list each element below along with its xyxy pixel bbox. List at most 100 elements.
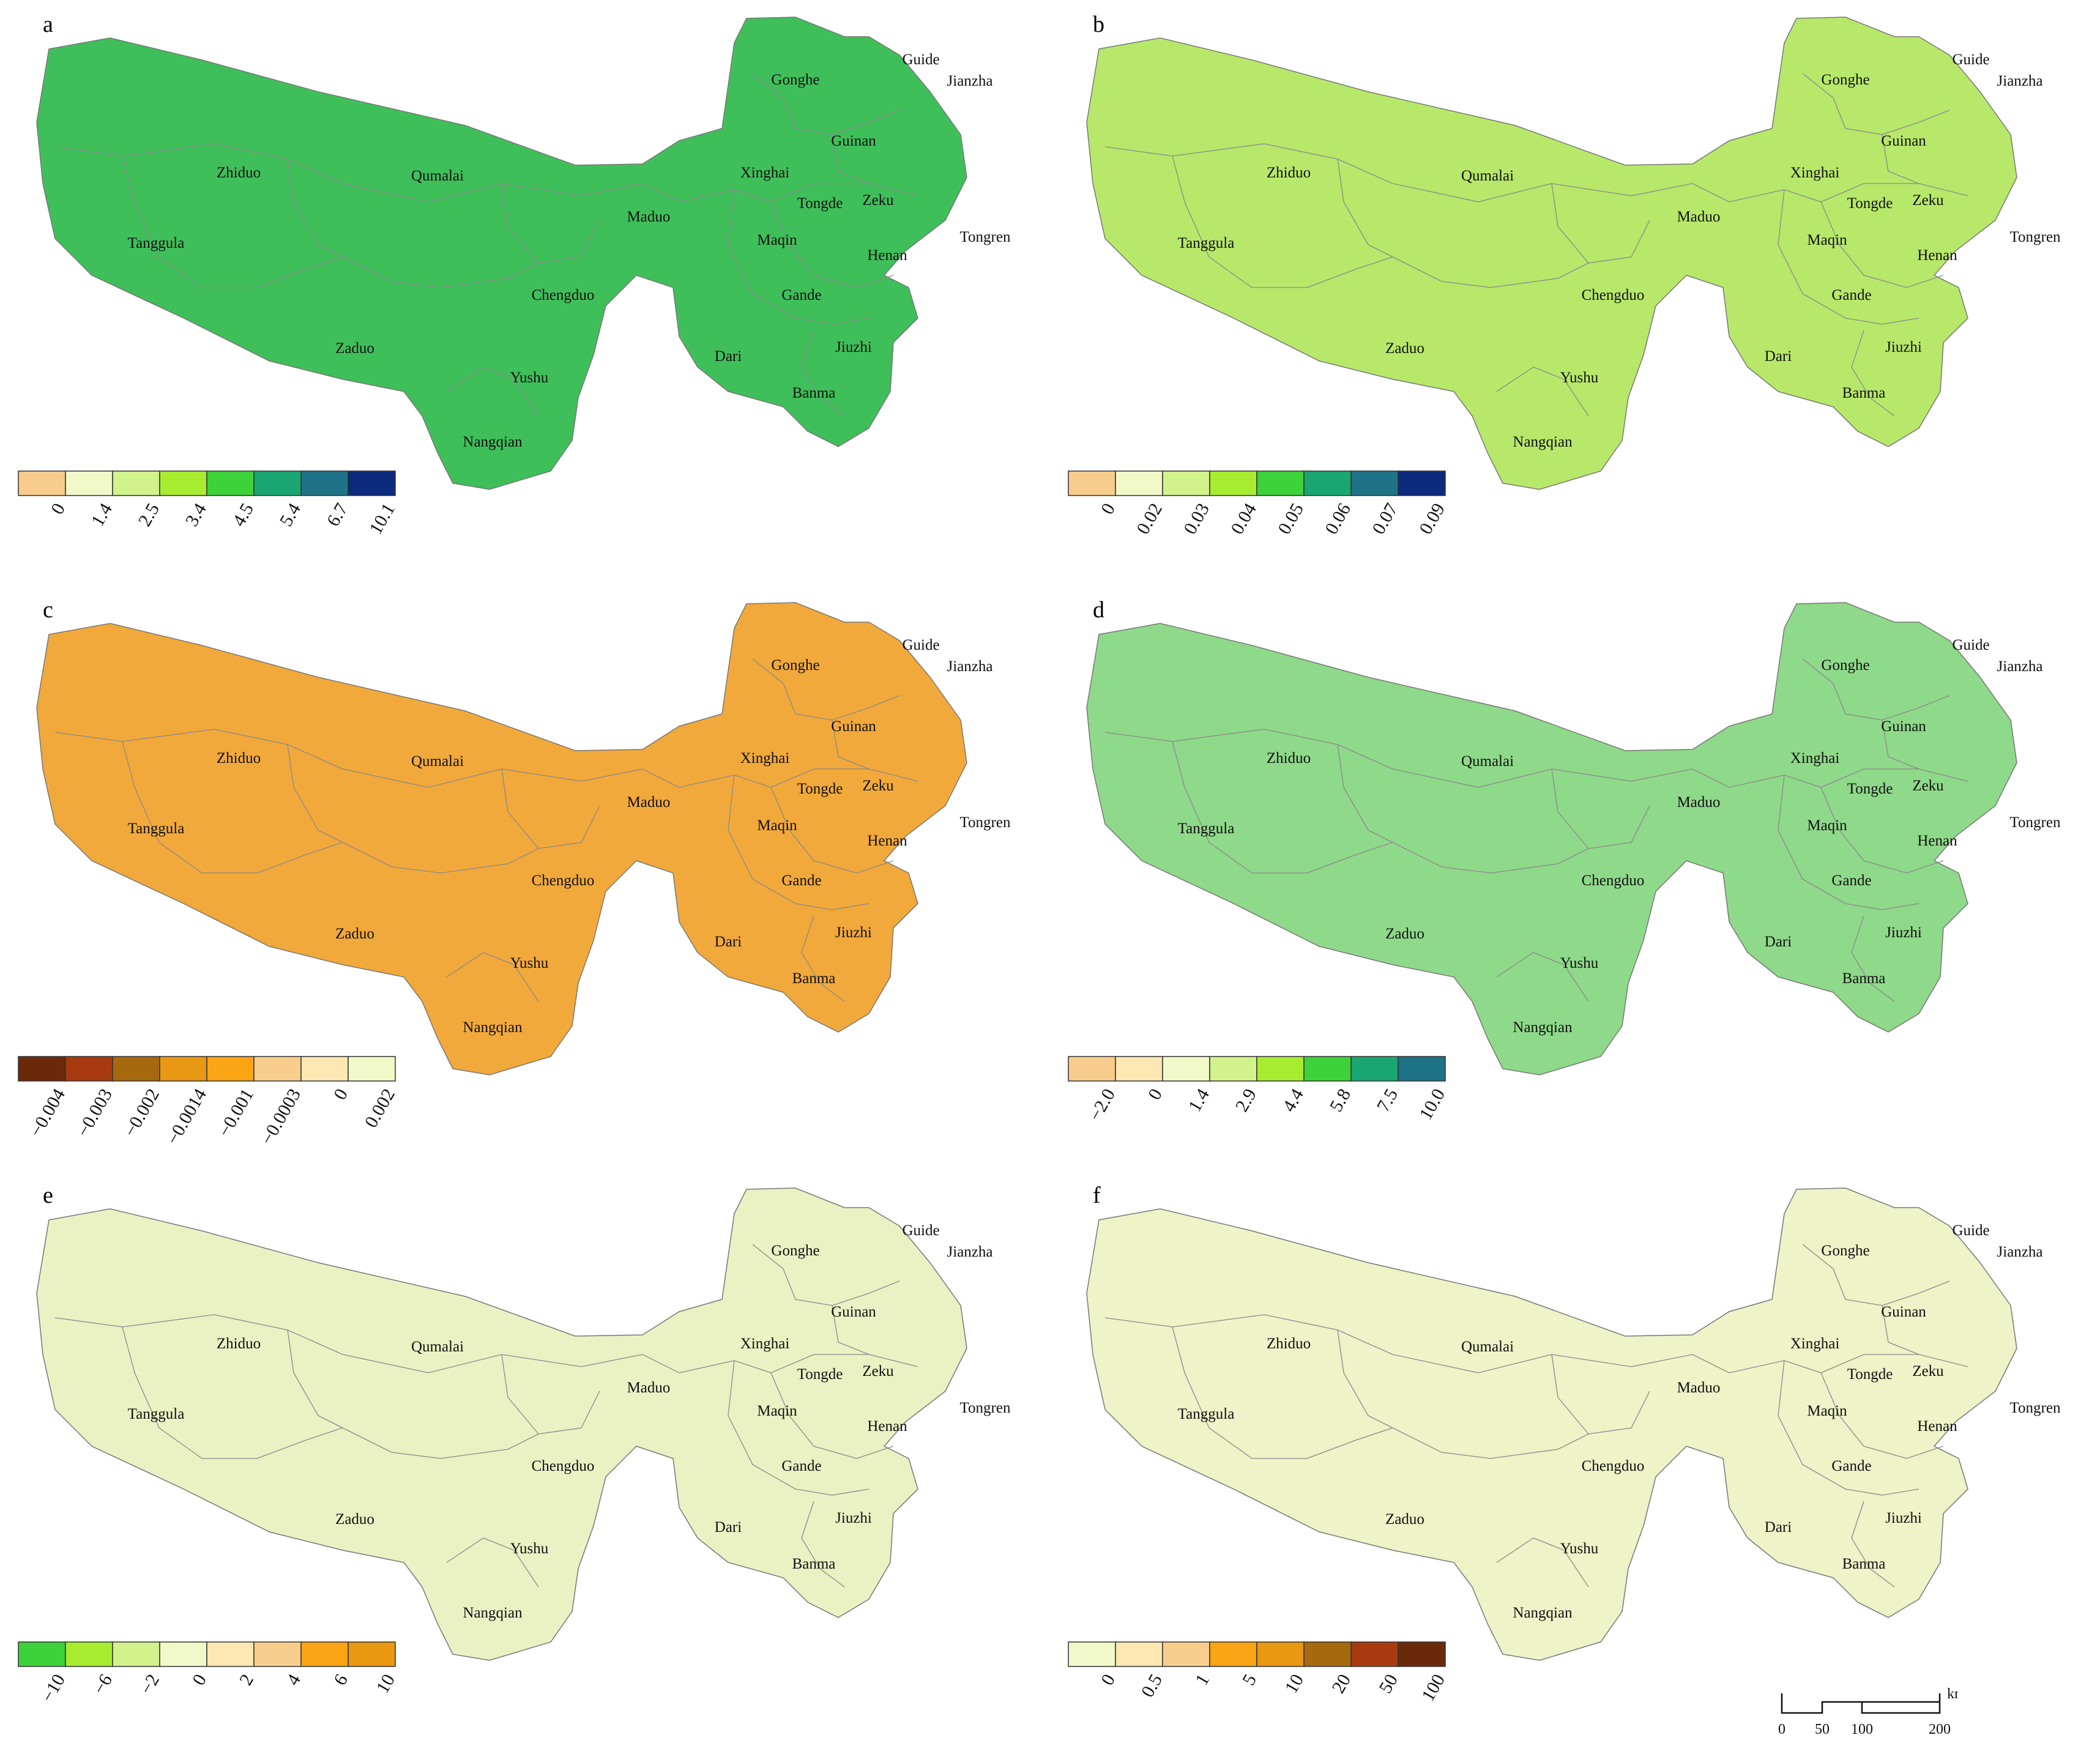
legend-tick-label: 50	[1375, 1671, 1402, 1696]
scale-tick-50: 50	[1815, 1722, 1830, 1737]
legend-tick-label: 0	[1144, 1085, 1166, 1103]
place-label: Xinghai	[1790, 1335, 1840, 1352]
legend-swatch	[300, 1641, 349, 1667]
place-label: Banma	[792, 385, 836, 401]
map-region	[36, 17, 967, 490]
place-label: Jianzha	[1997, 1244, 2043, 1260]
legend: −2.0 0 1.4 2.9 4.4 5.8 7.5 10.0	[1068, 1056, 1449, 1124]
place-label: Banma	[1842, 970, 1886, 987]
place-label: Gonghe	[771, 657, 819, 674]
legend-tick-label: −2	[136, 1671, 164, 1698]
scale-bar: 0 50 100 200 km	[1750, 1676, 1966, 1750]
place-label: Dari	[715, 348, 742, 365]
place-label: Chengduo	[532, 287, 595, 303]
place-label: Jianzha	[1997, 658, 2043, 675]
place-label: Guinan	[1881, 1304, 1926, 1320]
place-label: Maduo	[627, 209, 671, 225]
panel-svg: a Guide Jianzha Gonghe Guinan Xinghai Tongde Z…	[18, 12, 1011, 538]
legend-swatch	[206, 1641, 255, 1667]
place-label: Yushu	[1560, 955, 1599, 971]
legend-tick-label: 2	[236, 1671, 258, 1688]
legend-tick-label: −0.002	[120, 1085, 163, 1140]
place-label: Jiuzhi	[1885, 924, 1922, 941]
place-label: Zhiduo	[1267, 165, 1311, 181]
place-label: Tanggula	[128, 820, 185, 837]
place-label: Chengduo	[532, 1458, 595, 1474]
place-label: Guinan	[831, 1304, 876, 1320]
scale-tick-100: 100	[1851, 1722, 1873, 1737]
place-label: Guinan	[831, 133, 876, 149]
place-label: Zeku	[1912, 1363, 1944, 1380]
legend-swatch	[65, 1641, 113, 1667]
place-label: Henan	[867, 833, 907, 849]
legend-tick-label: 5.4	[276, 500, 305, 530]
county-boundaries	[1104, 658, 1968, 1002]
legend-tick-label: −0.001	[214, 1085, 258, 1140]
place-label: Zaduo	[1385, 1511, 1424, 1528]
legend-swatch	[1162, 1641, 1210, 1667]
place-label: Jianzha	[947, 658, 993, 675]
place-label: Zaduo	[1385, 926, 1424, 942]
legend-tick-label: 10.1	[365, 500, 399, 538]
place-label: Zhiduo	[1267, 1335, 1311, 1352]
county-boundaries	[54, 1244, 918, 1588]
place-label: Maqin	[1807, 817, 1847, 834]
legend-tick-label: 5	[1238, 1671, 1260, 1688]
legend-swatch	[206, 470, 255, 496]
legend-swatch	[1209, 1056, 1257, 1082]
legend-swatch	[1350, 1641, 1399, 1667]
place-label: Maqin	[757, 1403, 797, 1419]
place-label: Gonghe	[771, 72, 819, 88]
legend-swatch	[1256, 1056, 1305, 1082]
legend-swatch	[300, 470, 349, 496]
panel-svg: b Guide Gonghe Jianzha Guinan Xinghai Zhiduo Q…	[1068, 12, 2061, 538]
place-label: Gonghe	[1821, 1243, 1869, 1259]
study-area-outline	[1086, 17, 2017, 490]
place-label: Yushu	[510, 1540, 549, 1557]
legend-tick-label: 2.5	[135, 500, 163, 530]
legend-tick-label: 10.0	[1415, 1085, 1449, 1123]
county-boundaries	[1104, 1244, 1968, 1588]
place-label: Jiuzhi	[835, 339, 872, 355]
legend-swatch	[1115, 1056, 1163, 1082]
legend-tick-label: 0.05	[1274, 500, 1308, 538]
place-label: Banma	[792, 1556, 836, 1572]
legend-swatch	[18, 470, 66, 496]
place-label: Guide	[902, 1222, 939, 1239]
legend-tick-label: 0.07	[1368, 500, 1402, 538]
place-label: Qumalai	[1461, 753, 1514, 770]
legend-swatch	[112, 1056, 160, 1082]
map-region	[1086, 602, 2017, 1075]
legend-tick-label: −10	[37, 1671, 69, 1706]
place-label: Gonghe	[771, 1243, 819, 1259]
place-label: Qumalai	[1461, 1339, 1514, 1355]
place-label: Dari	[1765, 348, 1792, 365]
county-boundaries	[54, 658, 918, 1002]
panel-svg: d Guide Gonghe Jianzha Guinan Zhiduo Qumalai X…	[1068, 597, 2061, 1124]
place-label: Dari	[715, 1519, 742, 1536]
legend-swatch	[18, 1056, 66, 1082]
legend-tick-label: 0.06	[1321, 500, 1355, 538]
legend-swatch	[1162, 470, 1210, 496]
scale-tick-200: 200	[1929, 1722, 1951, 1737]
place-label: Maqin	[757, 232, 797, 248]
place-label: Gonghe	[1821, 72, 1869, 88]
legend-swatch	[65, 1056, 113, 1082]
legend-tick-label: 0.5	[1138, 1671, 1166, 1701]
legend-tick-label: −2.0	[1085, 1085, 1119, 1124]
legend-swatch	[1068, 1641, 1116, 1667]
map-panel-f: f Guide Gonghe Jianzha Guinan Zhiduo Qumalai X…	[1050, 1171, 2100, 1756]
place-label: Tanggula	[1178, 235, 1235, 251]
place-label: Dari	[715, 934, 742, 950]
place-label: Zeku	[862, 1363, 894, 1380]
legend-swatch	[1209, 470, 1257, 496]
place-label: Gonghe	[1821, 657, 1869, 674]
legend-tick-label: 0.002	[361, 1085, 399, 1131]
panel-letter: a	[43, 12, 53, 37]
legend-swatch	[348, 1056, 396, 1082]
legend-swatch	[1209, 1641, 1257, 1667]
legend-swatch	[253, 1056, 302, 1082]
place-label: Maqin	[757, 817, 797, 834]
place-label: Zaduo	[335, 340, 374, 357]
place-label: Zhiduo	[1267, 750, 1311, 767]
